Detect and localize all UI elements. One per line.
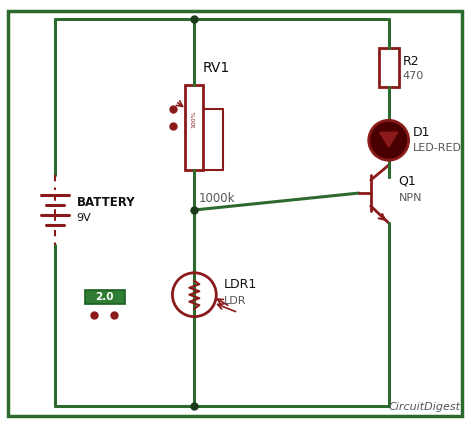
- Text: 1000k: 1000k: [198, 192, 235, 204]
- Text: R2: R2: [402, 55, 419, 68]
- Text: BATTERY: BATTERY: [77, 196, 136, 209]
- Bar: [85, 290, 125, 304]
- Text: NPN: NPN: [399, 193, 422, 203]
- Text: LDR: LDR: [224, 296, 247, 306]
- Text: LED-RED: LED-RED: [412, 143, 462, 153]
- Text: D1: D1: [412, 126, 430, 139]
- Text: 2.0: 2.0: [95, 292, 114, 302]
- Text: RV1: RV1: [202, 62, 229, 76]
- Circle shape: [369, 120, 409, 160]
- Text: 9V: 9V: [77, 213, 91, 223]
- Text: Q1: Q1: [399, 175, 416, 187]
- Text: LDR1: LDR1: [224, 278, 257, 291]
- Bar: [185, 85, 203, 170]
- Text: 100%: 100%: [192, 110, 197, 128]
- Text: 470: 470: [402, 71, 424, 82]
- Bar: [379, 48, 399, 88]
- Text: CircuitDigest: CircuitDigest: [388, 402, 460, 412]
- Polygon shape: [380, 132, 398, 147]
